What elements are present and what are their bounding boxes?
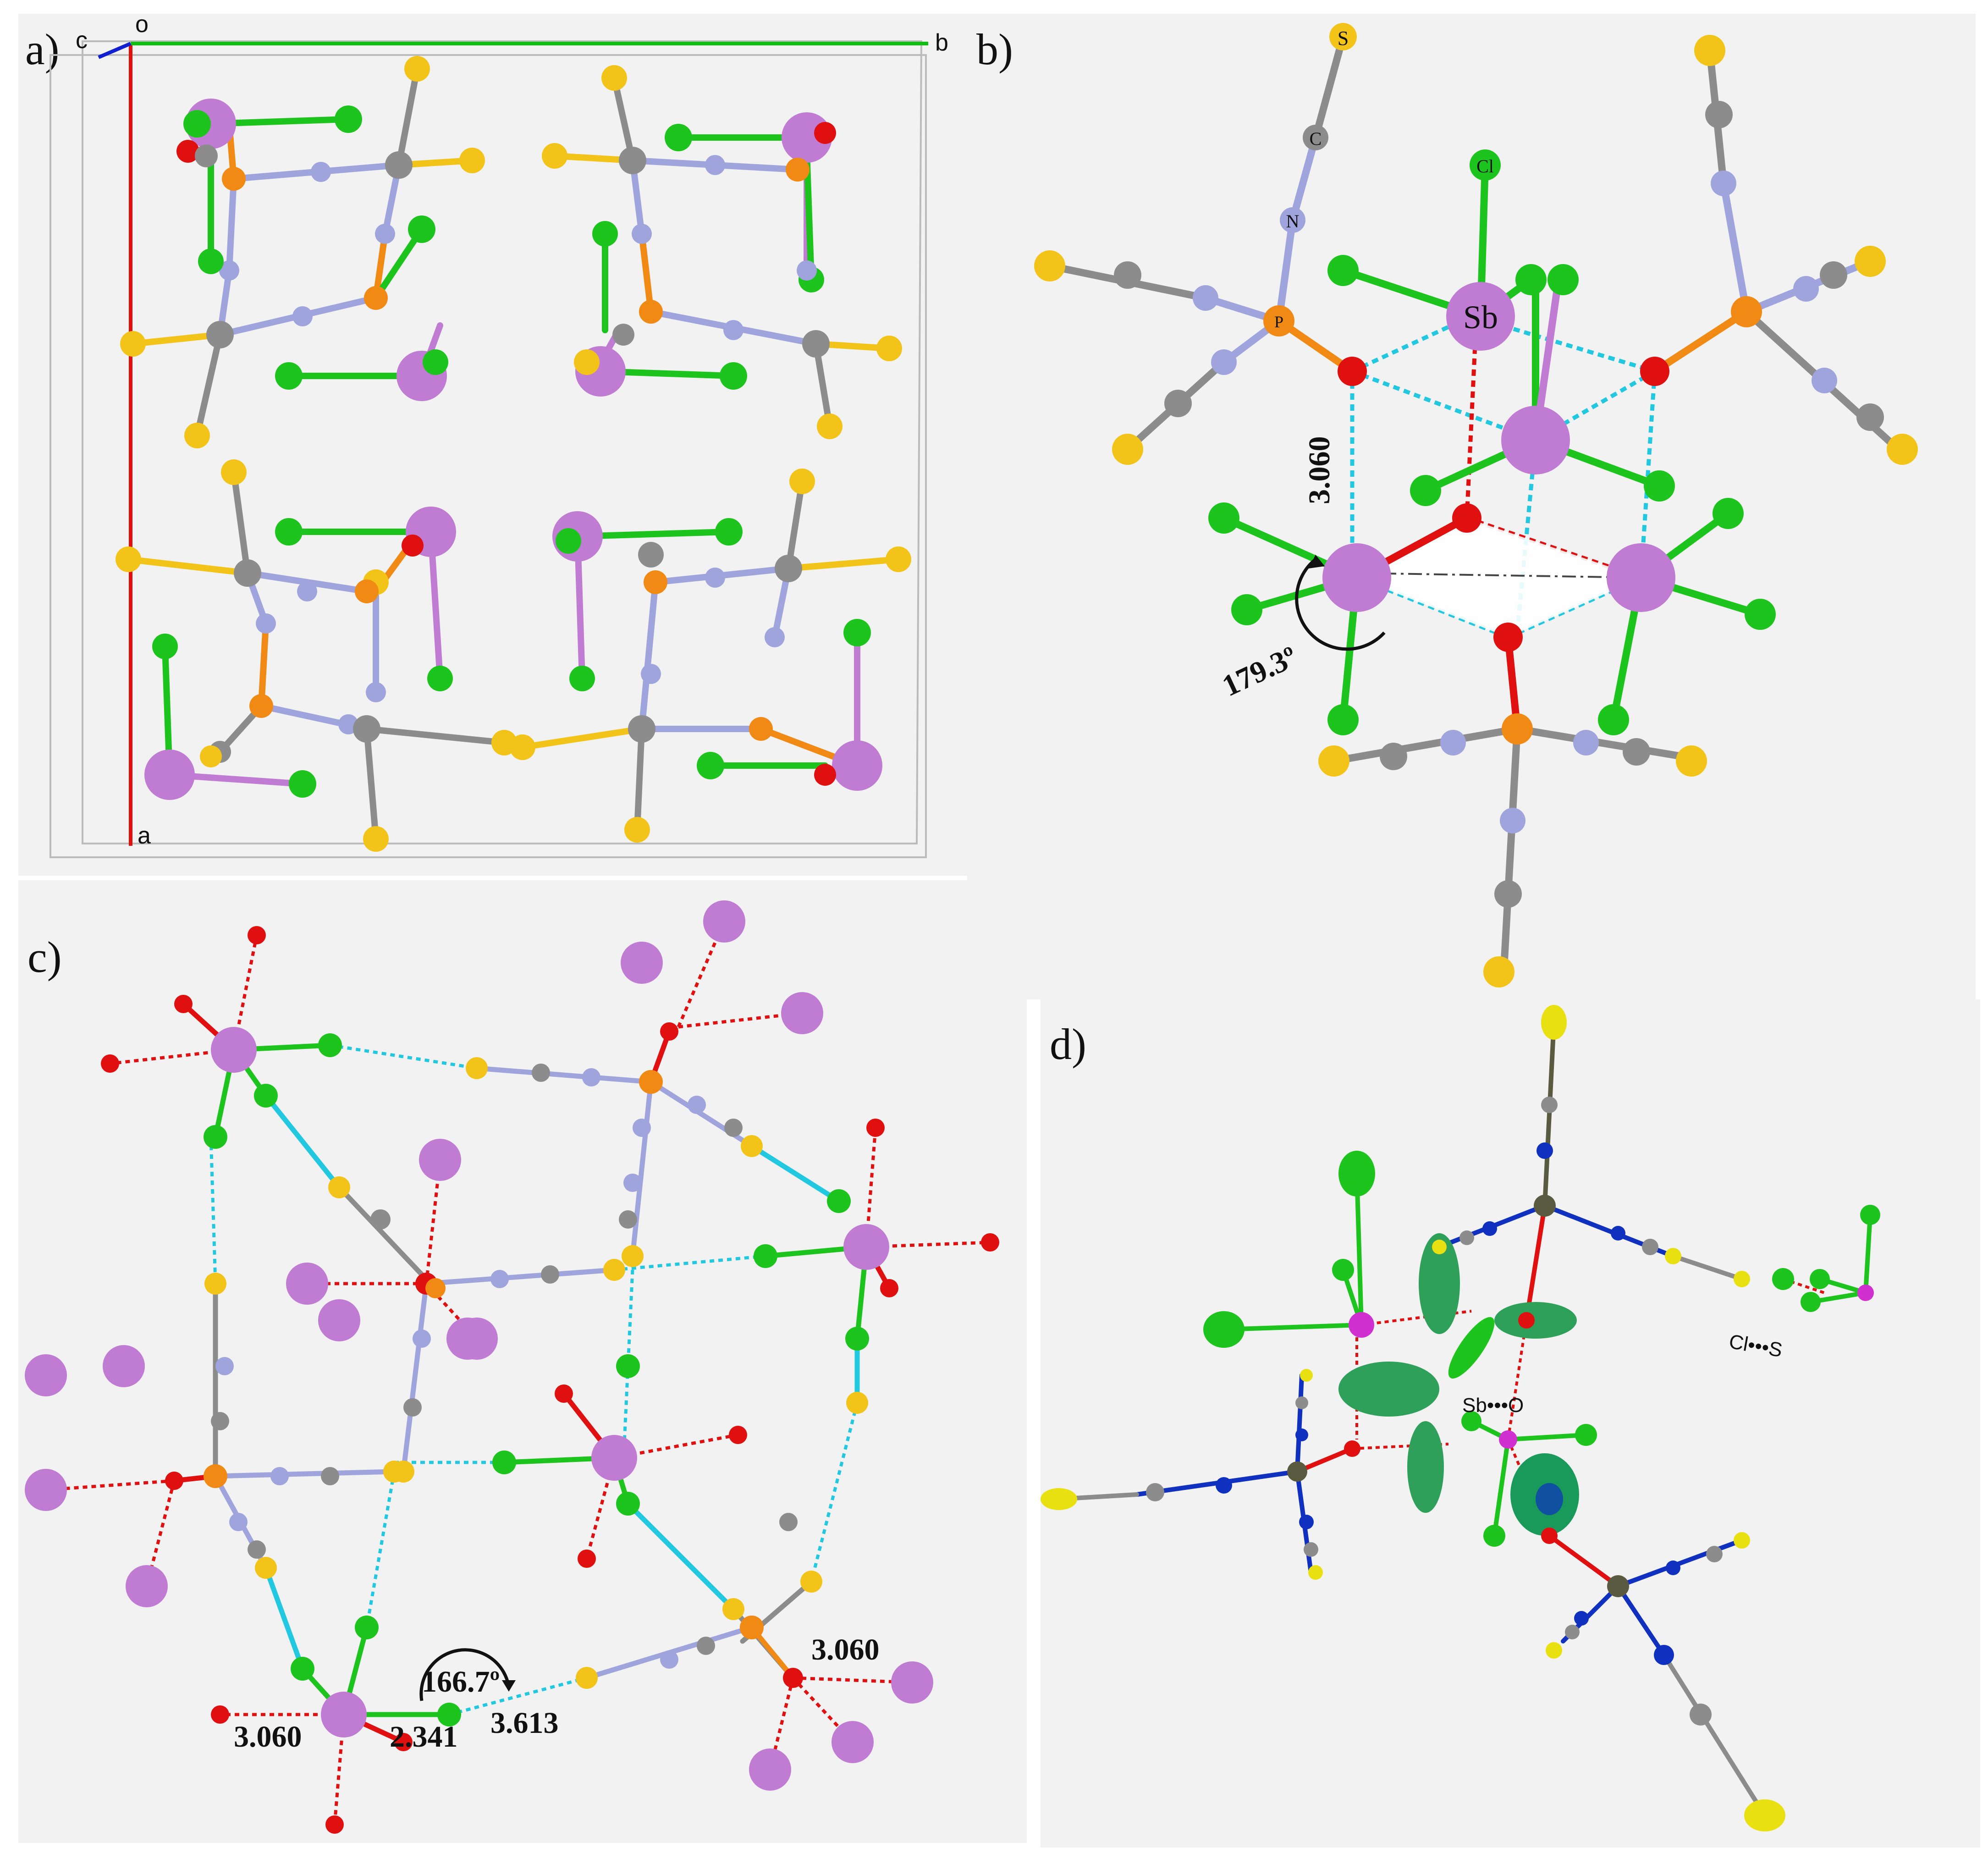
panel-a-label: a) [25, 25, 60, 74]
panel-c: c) [18, 880, 1027, 1843]
atom-label-n: N [1286, 211, 1300, 232]
axis-label-a: a [138, 822, 151, 849]
panel-b-label: b) [976, 25, 1013, 74]
atom-label-sb: Sb [1463, 299, 1498, 336]
atom-label-s: S [1338, 27, 1349, 50]
angle-label: 166.7º [422, 1665, 500, 1699]
crystal-packing [116, 56, 911, 852]
distance-label-3: 3.613 [490, 1706, 559, 1740]
atoms [25, 900, 999, 1834]
angle-arc [419, 1648, 511, 1701]
panel-b: b) [967, 14, 1976, 999]
distance-label-2: 2.341 [390, 1720, 458, 1754]
atoms [1034, 23, 1918, 987]
distance-label-1: 3.060 [234, 1720, 302, 1754]
central-rhombus [1357, 518, 1641, 637]
atoms [1041, 1005, 1880, 1831]
atom-label-cl: Cl [1476, 156, 1494, 176]
panel-d: d) [1041, 999, 1980, 1847]
distance-label-4: 3.060 [811, 1633, 880, 1666]
axis-label-b: b [935, 29, 948, 56]
distance-label: 3.060 [1303, 436, 1336, 505]
panel-c-label: c) [28, 932, 62, 982]
atom-label-c: C [1310, 128, 1322, 149]
nci-isosurfaces [1338, 1233, 1579, 1536]
axis-c-line [98, 42, 132, 59]
unit-cell-box [50, 40, 927, 858]
panel-a: a) c o b a [18, 14, 967, 876]
axis-label-o: o [135, 14, 149, 38]
axis-label-c: c [76, 27, 88, 54]
angle-arc [1295, 558, 1386, 651]
atom-label-p: P [1274, 313, 1283, 331]
panel-d-label: d) [1050, 1020, 1086, 1069]
interaction-label-sb-o: Sb•••O [1462, 1394, 1524, 1417]
